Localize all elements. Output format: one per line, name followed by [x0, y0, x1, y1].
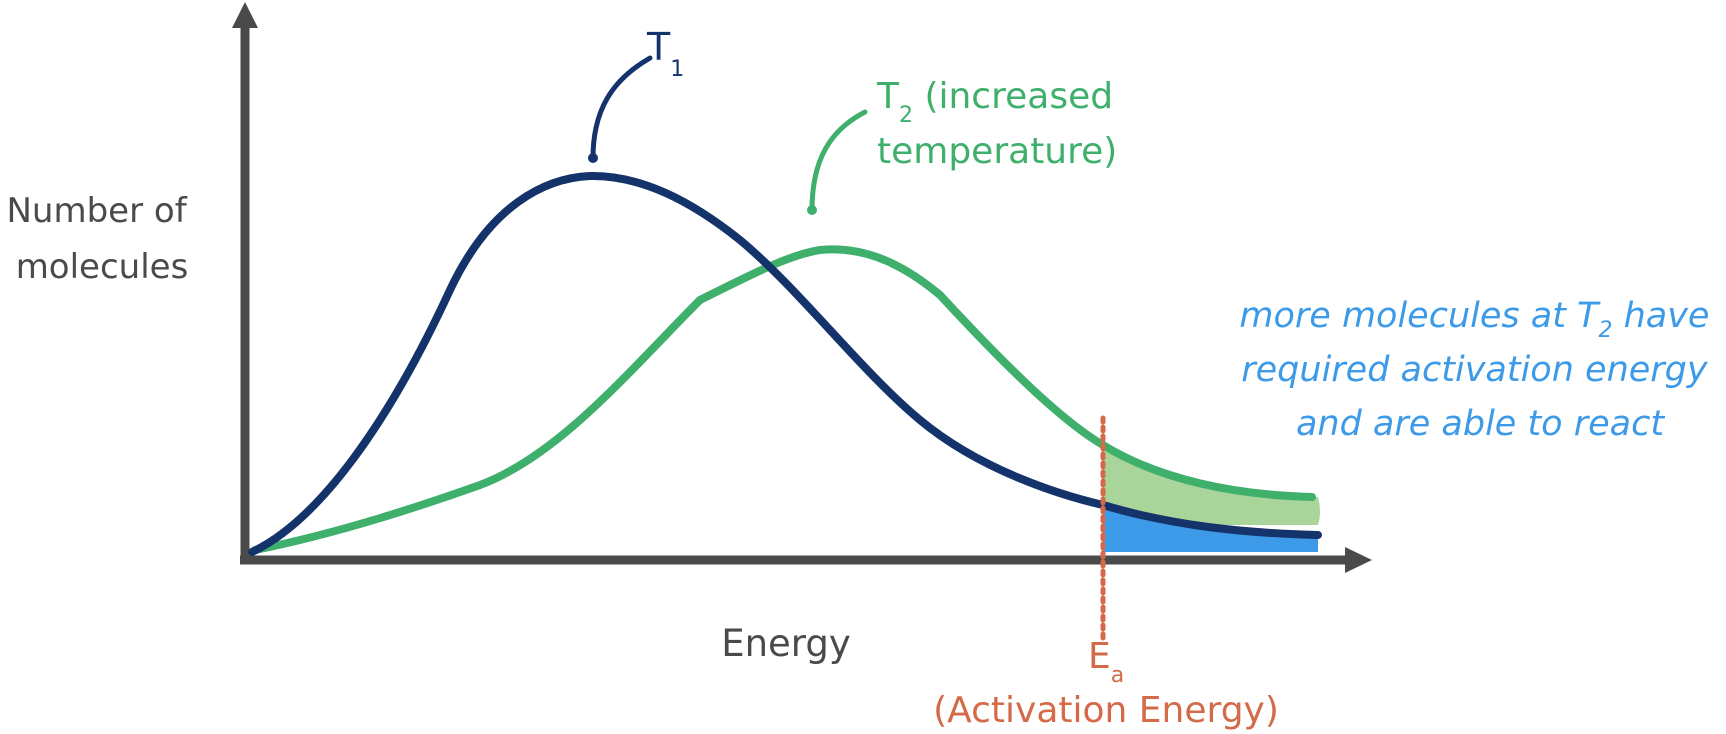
x-axis-label: Energy — [721, 622, 851, 665]
t1-label: T1 — [646, 25, 684, 82]
ea-symbol: E — [1088, 636, 1111, 677]
t2-excess-area — [1103, 445, 1320, 525]
t2-label: T2 (increased temperature) — [876, 76, 1125, 172]
y-axis-label-line1: Number of — [7, 191, 188, 231]
activation-energy-label: (Activation Energy) — [933, 690, 1279, 731]
annotation-text: more molecules at T2 have required activ… — [1239, 296, 1720, 444]
y-axis-label: Number of molecules — [7, 191, 198, 287]
y-axis-arrowhead — [232, 2, 258, 28]
t2-label-subscript: 2 — [899, 103, 913, 128]
t1-label-subscript: 1 — [670, 57, 684, 82]
annotation-line3: and are able to react — [1296, 404, 1665, 444]
t2-leader-line — [809, 109, 868, 213]
activation-energy-symbol: Ea — [1088, 636, 1124, 688]
annotation-line2: required activation energy — [1241, 350, 1709, 390]
t2-label-symbol: T — [876, 76, 900, 117]
t1-label-symbol: T — [646, 25, 671, 69]
x-axis-arrowhead — [1345, 547, 1372, 573]
annotation-line1-suffix: have — [1612, 296, 1709, 336]
y-axis-label-line2: molecules — [16, 247, 189, 287]
t1-leader-dot — [588, 153, 598, 163]
t2-label-rest: (increased — [913, 76, 1113, 117]
t2-label-line2: temperature) — [877, 131, 1117, 172]
ea-subscript: a — [1111, 663, 1124, 688]
annotation-line1: more molecules at T2 have — [1239, 296, 1709, 343]
annotation-line1-prefix: more molecules at T — [1239, 296, 1601, 336]
annotation-line1-subscript: 2 — [1598, 318, 1612, 343]
t2-leader-dot — [807, 205, 817, 215]
t1-leader-line — [590, 55, 653, 161]
